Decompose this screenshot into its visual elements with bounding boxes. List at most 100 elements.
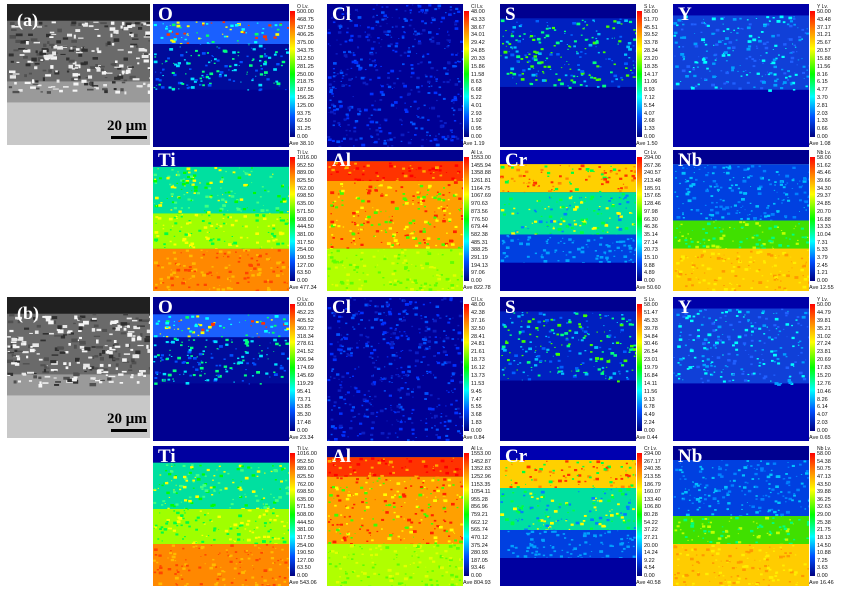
color-scale-tick-label: 58.00 (817, 155, 831, 161)
color-scale-tick-label: 128.46 (644, 201, 661, 208)
color-scale-tick-label: 8.26 (817, 396, 828, 403)
color-scale-tick-label: 444.50 (297, 224, 314, 231)
color-scale-tick-label: 17.48 (297, 420, 311, 427)
element-map-tile-cl: Cl Cl Lv. 48.00 42.38 37.16 32.50 28.41 24.81 21… (327, 297, 498, 441)
color-scale-tick-label: 30.46 (644, 341, 658, 348)
color-scale-tick-label: 291.19 (471, 254, 488, 261)
color-scale-tick-label: 11.53 (471, 380, 485, 387)
element-map-tile-s: S S Lv. 58.00 51.70 45.51 39.52 33.78 28.34 23.2… (500, 4, 671, 147)
color-scale-tick-label: 24.81 (471, 341, 485, 348)
color-scale-tick-label: 0.00 (471, 428, 482, 434)
color-scale-header: Nb Lv. (817, 150, 832, 156)
color-scale-tick-label: 27.14 (644, 239, 658, 246)
color-scale-tick-label: 679.44 (471, 224, 488, 231)
color-scale-tick-label: 37.22 (644, 527, 658, 534)
color-scale-tick-label: 206.94 (297, 357, 314, 364)
element-label: Cr (505, 150, 528, 171)
color-scale-tick-label: 35.14 (644, 231, 658, 238)
color-scale-tick-label: 254.00 (297, 542, 314, 549)
color-scale-tick-label: 48.00 (471, 302, 485, 308)
color-scale-ticks: Al Lv. 1553.00 1455.94 1358.88 1261.81 1164.7… (463, 150, 498, 291)
color-scale-tick-label: 1.92 (471, 118, 482, 125)
element-map-tile-cr: Cr Cr Lv. 294.00 267.17 240.35 213.55 186.79 16… (500, 446, 671, 586)
color-scale-header: Y Lv. (817, 4, 828, 10)
color-scale-tick-label: 635.00 (297, 201, 314, 208)
color-scale-tick-label: 1352.83 (471, 466, 491, 473)
color-scale-tick-label: 952.50 (297, 162, 314, 169)
color-scale-tick-label: 381.00 (297, 231, 314, 238)
color-scale-tick-label: 58.00 (644, 302, 658, 308)
color-scale-tick-label: 39.66 (817, 178, 831, 185)
color-scale-tick-label: 39.78 (644, 325, 658, 332)
color-scale-tick-label: 343.75 (297, 48, 314, 55)
color-scale-tick-label: 25.67 (817, 40, 831, 47)
color-scale-tick-label: 15.86 (471, 63, 485, 70)
color-scale-tick-label: 20.69 (817, 357, 831, 364)
color-scale-header: Ti Lv. (297, 150, 309, 156)
color-scale-ticks: Ti Lv. 1016.00 952.50 889.00 825.50 762.00 698… (289, 150, 324, 291)
color-scale-tick-label: 955.28 (471, 496, 488, 503)
color-scale-tick-label: 4.49 (644, 412, 655, 419)
color-scale-bar (637, 304, 642, 431)
element-map-tile-cr: Cr Cr Lv. 294.00 267.36 240.57 213.48 185.91 15… (500, 150, 671, 291)
elemental-map-image (327, 297, 463, 441)
color-scale-tick-label: 125.00 (297, 102, 314, 109)
color-scale-tick-label: 106.80 (644, 504, 661, 511)
elemental-map-image (327, 150, 463, 291)
color-scale-tick-label: 375.24 (471, 542, 488, 549)
color-scale-tick-label: 160.07 (644, 489, 661, 496)
color-scale-tick-label: 1054.11 (471, 489, 491, 496)
elemental-map-image (153, 297, 289, 441)
color-scale-tick-label: 14.24 (644, 550, 658, 557)
color-scale-tick-label: 45.33 (644, 317, 658, 324)
color-scale-tick-label: 698.50 (297, 193, 314, 200)
color-scale-ticks: S Lv. 58.00 51.70 45.51 39.52 33.78 28.34 23.20… (636, 4, 671, 147)
color-scale-ticks: Nb Lv. 58.00 51.62 45.46 39.66 34.30 29.37 24.8… (809, 150, 844, 291)
color-scale-tick-label: 2.03 (817, 420, 828, 427)
color-scale-tick-label: 157.65 (644, 193, 661, 200)
color-scale-header: Cl Lv. (471, 297, 484, 303)
color-scale-ticks: Y Lv. 50.00 44.79 39.81 35.21 31.02 27.24 23.81… (809, 297, 844, 441)
color-scale-tick-label: 25.38 (817, 519, 831, 526)
color-scale-tick-label: 37.16 (471, 317, 485, 324)
color-scale-tick-label: 776.50 (471, 216, 488, 223)
color-scale-tick-label: 825.50 (297, 473, 314, 480)
elemental-map-image (500, 4, 636, 147)
element-label: O (158, 4, 173, 25)
color-scale-tick-label: 18.73 (471, 357, 485, 364)
color-scale-tick-label: 267.17 (644, 458, 661, 465)
color-scale-tick-label: 23.81 (817, 349, 831, 356)
color-scale-tick-label: 1455.94 (471, 162, 491, 169)
element-map-tile-o: O O Lv. 500.00 468.75 437.50 406.25 375.00 343.… (153, 4, 324, 147)
color-scale-tick-label: 54.22 (644, 519, 658, 526)
color-scale-tick-label: 662.12 (471, 519, 488, 526)
color-scale-ticks: Cl Lv. 48.00 42.38 37.16 32.50 28.41 24.81 21.6… (463, 297, 498, 441)
color-scale-tick-label: 50.75 (817, 466, 831, 473)
element-map-tile-al: Al Al Lv. 1553.00 1455.94 1358.88 1261.81 1164… (327, 150, 498, 291)
color-scale-header: S Lv. (644, 297, 656, 303)
color-scale-tick-label: 312.50 (297, 55, 314, 62)
color-scale-header: Cr Lv. (644, 150, 657, 156)
color-scale-tick-label: 185.91 (644, 185, 661, 192)
color-scale-tick-label: 0.95 (471, 126, 482, 133)
average-value-label: Ave 0.44 (636, 434, 658, 441)
element-label: Cr (505, 446, 528, 467)
element-label: Al (332, 446, 351, 467)
element-label: S (505, 297, 516, 318)
color-scale-tick-label: 2.81 (817, 102, 828, 109)
average-value-label: Ave 0.84 (463, 434, 485, 441)
color-scale-tick-label: 97.06 (471, 270, 485, 277)
color-scale-tick-label: 186.79 (644, 481, 661, 488)
color-scale-bar (290, 304, 295, 431)
average-value-label: Ave 822.78 (463, 284, 491, 291)
color-scale-tick-label: 44.79 (817, 309, 831, 316)
color-scale-tick-label: 9.22 (644, 557, 655, 564)
element-label: O (158, 297, 173, 318)
color-scale-tick-label: 31.21 (817, 32, 831, 39)
color-scale-tick-label: 873.56 (471, 208, 488, 215)
color-scale-tick-label: 15.20 (817, 372, 831, 379)
color-scale-tick-label: 63.50 (297, 270, 311, 277)
color-scale-header: O Lv. (297, 297, 309, 303)
color-scale-header: Al Lv. (471, 150, 484, 156)
color-scale-tick-label: 20.33 (471, 55, 485, 62)
